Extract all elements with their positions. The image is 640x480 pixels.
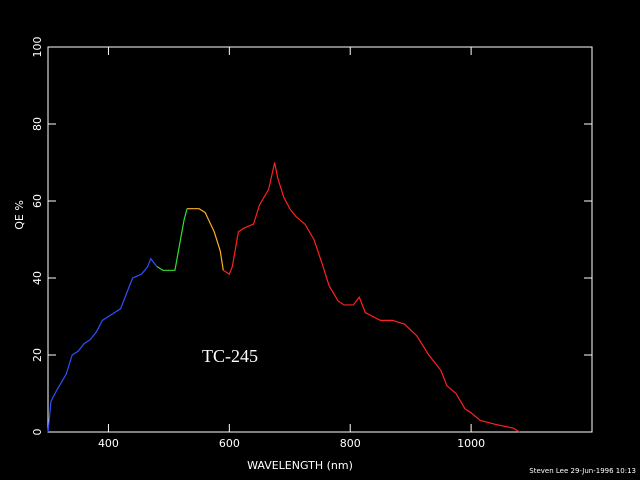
data-line (187, 208, 224, 271)
y-tick-label: 60 (31, 194, 44, 208)
annotation: TC-245 (202, 346, 258, 366)
data-line (222, 162, 520, 433)
plot-frame (47, 46, 593, 433)
x-tick-label: 600 (219, 437, 240, 450)
x-tick-label: 400 (98, 437, 119, 450)
x-tick-label: 800 (340, 437, 361, 450)
y-tick-label: 0 (31, 429, 44, 436)
x-axis-label: WAVELENGTH (nm) (247, 459, 353, 472)
footer: Steven Lee 29-Jun-1996 10:13 (529, 467, 636, 475)
data-line (156, 208, 188, 271)
y-axis-label: QE % (13, 200, 26, 230)
data-line (47, 257, 158, 433)
y-tick-label: 40 (31, 271, 44, 285)
y-tick-label: 20 (31, 348, 44, 362)
x-tick-label: 1000 (457, 437, 485, 450)
y-tick-label: 80 (31, 117, 44, 131)
y-tick-label: 100 (31, 37, 44, 58)
